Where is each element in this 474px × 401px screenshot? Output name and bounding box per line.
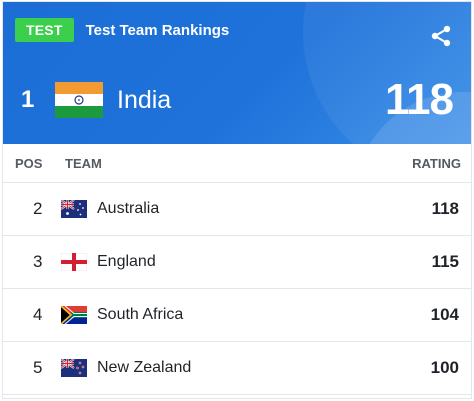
row-rating: 118 bbox=[431, 199, 459, 218]
leader-team-name: India bbox=[117, 85, 172, 114]
table-row[interactable]: 3 England 115 bbox=[3, 236, 471, 289]
row-position: 3 bbox=[33, 252, 43, 271]
table-column-headers: POS TEAM RATING bbox=[3, 144, 471, 183]
table-row[interactable]: 4 South Africa 104 bbox=[3, 289, 471, 342]
table-row[interactable]: 2 Australia 118 bbox=[3, 183, 471, 236]
rankings-header: TEST Test Team Rankings 1 India 118 bbox=[3, 2, 471, 144]
england-flag-icon bbox=[61, 253, 87, 271]
share-icon[interactable] bbox=[429, 24, 453, 48]
row-rating: 104 bbox=[430, 305, 459, 324]
new-zealand-flag-icon bbox=[61, 359, 87, 377]
row-team-name: Australia bbox=[97, 200, 160, 217]
header-topbar: TEST Test Team Rankings bbox=[15, 16, 459, 47]
column-header-team: TEAM bbox=[65, 155, 102, 171]
table-row[interactable]: 5 New Zealand 100 bbox=[3, 342, 471, 395]
leader-rating: 118 bbox=[385, 75, 454, 124]
south-africa-flag-icon bbox=[61, 306, 87, 324]
row-team-name: New Zealand bbox=[97, 359, 192, 376]
column-header-rating: RATING bbox=[412, 155, 461, 171]
format-badge[interactable]: TEST bbox=[15, 18, 74, 42]
row-team-name: South Africa bbox=[97, 306, 184, 323]
australia-flag-icon bbox=[61, 200, 87, 218]
decorative-circle bbox=[303, 2, 471, 144]
row-position: 4 bbox=[33, 305, 43, 324]
row-position: 5 bbox=[33, 358, 43, 377]
leader-position: 1 bbox=[21, 86, 35, 113]
india-flag-icon bbox=[55, 82, 103, 118]
leader-row[interactable]: 1 India 118 bbox=[21, 74, 454, 126]
rankings-title: Test Team Rankings bbox=[85, 21, 230, 39]
row-rating: 100 bbox=[430, 358, 459, 377]
column-header-pos: POS bbox=[15, 155, 43, 171]
row-team-name: England bbox=[97, 253, 156, 270]
row-rating: 115 bbox=[431, 252, 459, 271]
row-position: 2 bbox=[33, 199, 43, 218]
